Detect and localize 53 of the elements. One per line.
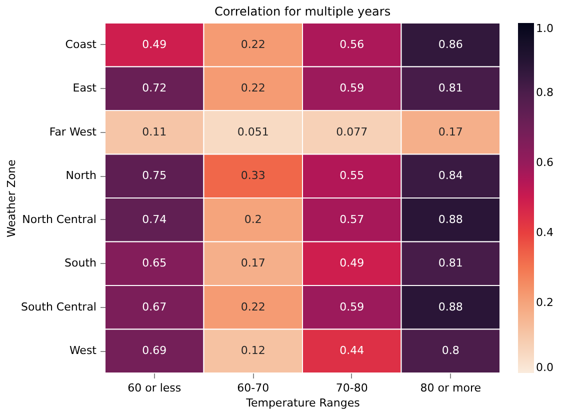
- color-bar-label: 0.6: [536, 156, 554, 169]
- y-tick-label: Coast: [65, 38, 98, 51]
- data-label: 0.44: [340, 344, 364, 358]
- chart-title: Correlation for multiple years: [214, 4, 391, 18]
- data-label: 0.88: [438, 212, 463, 226]
- data-label: 0.22: [240, 300, 266, 314]
- data-label: 0.49: [142, 38, 167, 51]
- y-tick-label: Far West: [49, 125, 98, 138]
- color-bar-label: 1.0: [536, 22, 554, 35]
- y-axis-title: Weather Zone: [4, 159, 18, 238]
- data-label: 0.59: [340, 300, 364, 314]
- data-label: 0.88: [438, 300, 463, 314]
- data-label: 0.55: [340, 169, 364, 182]
- color-bar-label: 0.8: [536, 86, 554, 99]
- data-label: 0.17: [438, 125, 463, 138]
- data-label: 0.2: [244, 212, 262, 226]
- data-label: 0.81: [438, 82, 463, 95]
- data-label: 0.22: [240, 38, 266, 51]
- data-label: 0.22: [240, 82, 266, 95]
- data-label: 0.57: [340, 212, 364, 226]
- data-label: 0.65: [142, 256, 167, 270]
- data-label: 0.11: [142, 125, 167, 138]
- data-label: 0.17: [240, 256, 266, 270]
- data-label: 0.84: [438, 169, 463, 182]
- data-label: 0.72: [142, 82, 167, 95]
- data-label: 0.74: [142, 212, 167, 226]
- x-tick-label: 70-80: [336, 382, 368, 394]
- y-tick-label: North Central: [22, 212, 96, 226]
- data-label: 0.67: [142, 300, 167, 314]
- data-label: 0.051: [237, 125, 269, 138]
- data-label: 0.69: [142, 344, 167, 358]
- data-label: 0.12: [240, 344, 266, 358]
- data-label: 0.8: [442, 344, 460, 358]
- data-label: 0.75: [142, 169, 167, 182]
- y-tick-label: East: [72, 82, 98, 95]
- y-tick-label: South Central: [20, 300, 96, 314]
- x-tick-label: 60-70: [237, 382, 270, 394]
- y-tick-label: South: [64, 256, 97, 270]
- data-label: 0.49: [340, 256, 364, 270]
- data-label: 0.86: [438, 38, 463, 51]
- x-axis-title: Temperature Ranges: [245, 396, 360, 410]
- y-tick-label: West: [69, 344, 98, 358]
- color-bar-label: 0.2: [536, 296, 554, 309]
- y-tick-label: North: [66, 169, 97, 182]
- x-tick-label: 80 or more: [420, 382, 482, 394]
- color-bar-label: 0.0: [536, 361, 554, 374]
- x-tick-label: 60 or less: [128, 382, 182, 394]
- data-label: 0.81: [438, 256, 463, 270]
- data-label: 0.077: [336, 125, 368, 138]
- color-bar-label: 0.4: [536, 226, 554, 239]
- data-label: 0.59: [340, 82, 364, 95]
- data-label: 0.33: [240, 169, 266, 182]
- data-label: 0.56: [340, 38, 364, 51]
